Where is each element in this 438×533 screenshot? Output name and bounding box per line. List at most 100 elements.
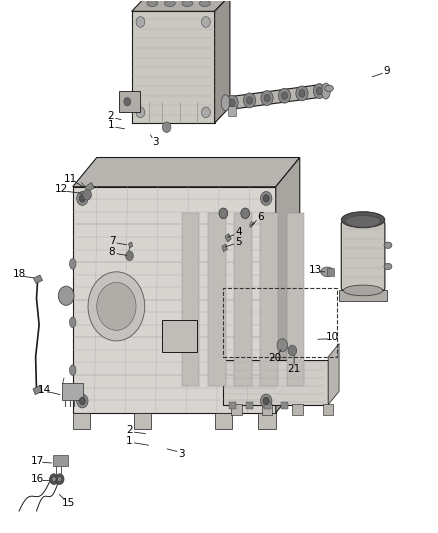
Text: 12: 12 (55, 184, 68, 195)
Bar (62, 383, 83, 400)
Ellipse shape (343, 285, 383, 296)
Polygon shape (73, 158, 300, 187)
Text: 21: 21 (287, 364, 301, 374)
Circle shape (97, 282, 136, 330)
Circle shape (264, 94, 270, 102)
Bar (287, 213, 304, 386)
Text: 3: 3 (152, 136, 159, 147)
Circle shape (77, 191, 88, 205)
Circle shape (201, 107, 210, 118)
Bar (182, 213, 199, 386)
Circle shape (261, 191, 272, 205)
Text: 16: 16 (31, 474, 44, 484)
Polygon shape (215, 0, 230, 123)
Circle shape (279, 88, 290, 103)
Circle shape (55, 474, 64, 484)
Polygon shape (215, 413, 232, 429)
Ellipse shape (147, 0, 158, 6)
FancyBboxPatch shape (341, 221, 385, 290)
Polygon shape (33, 385, 42, 394)
Circle shape (226, 95, 238, 110)
Polygon shape (132, 11, 215, 123)
Circle shape (316, 87, 322, 95)
Circle shape (229, 99, 235, 107)
Polygon shape (33, 275, 42, 284)
Circle shape (277, 339, 288, 352)
Circle shape (88, 272, 145, 341)
Text: 4: 4 (235, 227, 242, 237)
Polygon shape (225, 233, 231, 242)
Text: 10: 10 (326, 332, 339, 342)
Polygon shape (73, 187, 276, 413)
Circle shape (299, 90, 305, 97)
Bar (264, 401, 271, 409)
Ellipse shape (325, 85, 333, 92)
Text: 2: 2 (126, 425, 133, 435)
Circle shape (124, 98, 131, 106)
Ellipse shape (70, 259, 76, 269)
Circle shape (49, 474, 58, 484)
Polygon shape (73, 413, 90, 429)
Bar (262, 403, 272, 415)
Polygon shape (258, 413, 276, 429)
Circle shape (77, 394, 88, 408)
Circle shape (162, 122, 171, 133)
Text: 20: 20 (268, 353, 282, 363)
Polygon shape (222, 244, 227, 252)
Ellipse shape (342, 212, 385, 228)
Polygon shape (129, 242, 133, 248)
Circle shape (241, 208, 250, 219)
Text: 15: 15 (62, 498, 75, 508)
Text: 5: 5 (235, 237, 242, 247)
Circle shape (282, 92, 288, 100)
Ellipse shape (70, 365, 76, 375)
Bar (327, 268, 334, 276)
Text: 2: 2 (107, 111, 114, 121)
Bar (223, 288, 337, 357)
Circle shape (244, 93, 256, 108)
Circle shape (288, 345, 297, 356)
Ellipse shape (346, 215, 381, 227)
Circle shape (52, 477, 56, 482)
Ellipse shape (384, 242, 392, 248)
Polygon shape (132, 0, 230, 11)
Ellipse shape (221, 95, 230, 111)
Polygon shape (328, 344, 339, 405)
Bar (231, 403, 242, 415)
Ellipse shape (182, 0, 193, 6)
Bar (261, 213, 278, 386)
Text: 13: 13 (308, 265, 321, 275)
Bar (292, 403, 303, 415)
Bar (162, 320, 197, 352)
Ellipse shape (199, 0, 210, 6)
Text: 17: 17 (31, 456, 44, 465)
Polygon shape (232, 85, 319, 109)
Bar (119, 91, 141, 112)
Text: 3: 3 (179, 449, 185, 458)
Ellipse shape (70, 317, 76, 328)
Text: 9: 9 (384, 66, 390, 76)
Circle shape (261, 91, 273, 106)
Polygon shape (276, 158, 300, 413)
Bar (246, 401, 253, 409)
Text: 7: 7 (109, 236, 115, 246)
Circle shape (247, 96, 253, 104)
Circle shape (79, 397, 85, 405)
Polygon shape (339, 290, 387, 301)
Bar (223, 360, 328, 405)
Circle shape (261, 394, 272, 408)
Polygon shape (85, 182, 94, 192)
Ellipse shape (384, 263, 392, 270)
Text: 18: 18 (12, 270, 26, 279)
Text: 8: 8 (109, 247, 115, 256)
Circle shape (83, 189, 92, 200)
Bar (229, 401, 236, 409)
Ellipse shape (164, 0, 175, 6)
Ellipse shape (321, 267, 334, 277)
Text: 6: 6 (257, 212, 264, 222)
Circle shape (58, 286, 74, 305)
Circle shape (136, 17, 145, 27)
Ellipse shape (321, 83, 330, 99)
Circle shape (136, 107, 145, 118)
Circle shape (263, 195, 269, 202)
